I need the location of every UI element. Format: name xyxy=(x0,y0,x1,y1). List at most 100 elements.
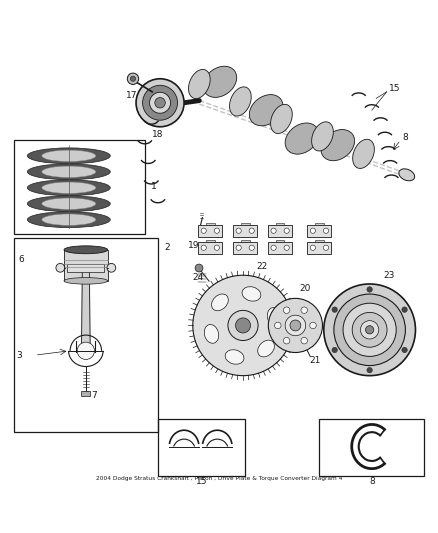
Ellipse shape xyxy=(27,180,110,196)
Circle shape xyxy=(310,228,315,233)
Circle shape xyxy=(402,347,407,353)
Ellipse shape xyxy=(258,340,275,357)
Ellipse shape xyxy=(267,308,282,326)
Circle shape xyxy=(56,263,65,272)
Circle shape xyxy=(301,337,307,344)
Bar xyxy=(319,419,424,476)
Text: 3: 3 xyxy=(16,351,22,360)
Bar xyxy=(14,238,158,432)
Text: 23: 23 xyxy=(383,271,395,280)
Circle shape xyxy=(150,92,170,113)
Text: 20: 20 xyxy=(300,284,311,293)
Bar xyxy=(241,223,250,226)
Text: 19: 19 xyxy=(188,241,200,250)
Ellipse shape xyxy=(225,350,244,364)
Ellipse shape xyxy=(188,69,210,99)
Circle shape xyxy=(323,245,328,251)
Circle shape xyxy=(290,320,301,331)
Circle shape xyxy=(214,245,219,251)
Bar xyxy=(67,264,104,272)
Polygon shape xyxy=(81,269,90,351)
Ellipse shape xyxy=(285,123,319,154)
Bar xyxy=(276,223,285,226)
Bar xyxy=(315,240,324,243)
Text: 8: 8 xyxy=(403,133,408,142)
Circle shape xyxy=(323,228,328,233)
Text: 24: 24 xyxy=(193,273,204,282)
Ellipse shape xyxy=(204,325,219,343)
Circle shape xyxy=(249,245,254,251)
Text: 6: 6 xyxy=(18,255,24,264)
Bar xyxy=(241,233,250,236)
Circle shape xyxy=(310,245,315,251)
Text: 17: 17 xyxy=(127,91,138,100)
Ellipse shape xyxy=(353,139,374,168)
Bar xyxy=(14,140,145,234)
Ellipse shape xyxy=(42,214,96,225)
Circle shape xyxy=(334,294,406,366)
Circle shape xyxy=(214,228,219,233)
Circle shape xyxy=(283,337,290,344)
Circle shape xyxy=(324,284,416,376)
Circle shape xyxy=(236,228,241,233)
Circle shape xyxy=(127,73,139,84)
Ellipse shape xyxy=(312,122,333,151)
Bar xyxy=(198,241,222,254)
Circle shape xyxy=(367,287,372,292)
Ellipse shape xyxy=(249,95,283,126)
Circle shape xyxy=(360,321,379,339)
Circle shape xyxy=(352,312,387,347)
Circle shape xyxy=(155,98,165,108)
Bar xyxy=(307,224,332,237)
Ellipse shape xyxy=(212,294,228,311)
Ellipse shape xyxy=(64,246,108,254)
Bar xyxy=(198,224,222,237)
Circle shape xyxy=(271,245,276,251)
Bar xyxy=(241,240,250,243)
Ellipse shape xyxy=(42,150,96,161)
Circle shape xyxy=(343,303,396,357)
Circle shape xyxy=(131,76,136,82)
Text: 2: 2 xyxy=(164,244,170,252)
Bar xyxy=(233,241,257,254)
Circle shape xyxy=(236,318,251,333)
Ellipse shape xyxy=(203,66,237,98)
Circle shape xyxy=(195,264,203,272)
Bar xyxy=(315,233,324,236)
Bar xyxy=(307,241,332,254)
Bar xyxy=(315,250,324,253)
Circle shape xyxy=(332,307,337,312)
Text: 15: 15 xyxy=(389,84,401,93)
Ellipse shape xyxy=(42,182,96,193)
Circle shape xyxy=(136,79,184,127)
Bar xyxy=(206,233,215,236)
Circle shape xyxy=(332,347,337,353)
Circle shape xyxy=(201,245,206,251)
Text: 22: 22 xyxy=(256,262,267,271)
Ellipse shape xyxy=(42,166,96,177)
Circle shape xyxy=(285,315,306,336)
Circle shape xyxy=(236,245,241,251)
Bar xyxy=(206,250,215,253)
Bar xyxy=(315,223,324,226)
Bar xyxy=(276,250,285,253)
Bar xyxy=(206,223,215,226)
Circle shape xyxy=(271,228,276,233)
Ellipse shape xyxy=(230,87,251,116)
Circle shape xyxy=(310,322,316,329)
Circle shape xyxy=(143,85,177,120)
Ellipse shape xyxy=(321,130,355,160)
Text: 8: 8 xyxy=(369,477,374,486)
Text: 7: 7 xyxy=(91,391,97,400)
Ellipse shape xyxy=(27,164,110,180)
Bar xyxy=(268,241,292,254)
Bar xyxy=(206,240,215,243)
Circle shape xyxy=(228,310,258,341)
Bar xyxy=(268,224,292,237)
Text: 1: 1 xyxy=(151,182,157,191)
Circle shape xyxy=(367,367,372,373)
Ellipse shape xyxy=(27,148,110,164)
Circle shape xyxy=(77,342,95,359)
Circle shape xyxy=(284,245,289,251)
Circle shape xyxy=(365,326,374,334)
